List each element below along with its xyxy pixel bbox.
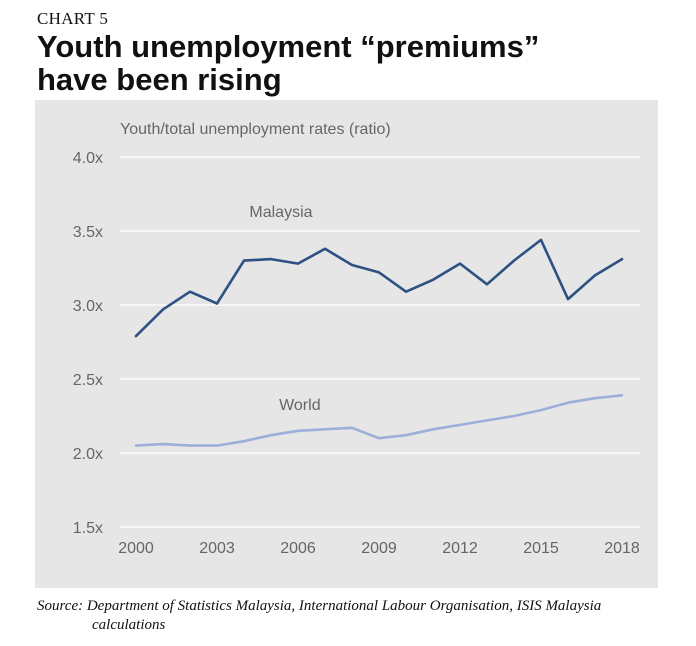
series-line-malaysia	[134, 238, 624, 338]
source-line-1: Source: Department of Statistics Malaysi…	[37, 598, 602, 614]
chart-panel: 1.5x 2.0x 2.5x 3.0x 3.5x 4.0x 2000 2003 2006 2009…	[35, 100, 658, 588]
x-tick-label: 2006	[280, 540, 316, 557]
y-tick-label: 4.0x	[73, 150, 103, 167]
y-tick-label: 3.0x	[73, 298, 103, 315]
chart-number-label: CHART 5	[37, 9, 109, 28]
series-label-world: World	[279, 397, 321, 414]
chart-title-line-1: Youth unemployment “premiums”	[37, 29, 540, 64]
x-tick-label: 2000	[118, 540, 154, 557]
x-tick-label: 2012	[442, 540, 478, 557]
y-tick-label: 3.5x	[73, 224, 103, 241]
series-line-world	[134, 393, 624, 447]
y-tick-label: 2.5x	[73, 372, 103, 389]
chart-title-line-2: have been rising	[37, 62, 282, 97]
source-note: Source: Department of Statistics Malaysi…	[37, 597, 687, 635]
series-label-malaysia: Malaysia	[249, 204, 312, 221]
source-line-2: calculations	[92, 617, 166, 633]
x-tick-label: 2018	[604, 540, 640, 557]
x-tick-label: 2009	[361, 540, 397, 557]
x-tick-label: 2003	[199, 540, 235, 557]
line-chart: 1.5x 2.0x 2.5x 3.0x 3.5x 4.0x 2000 2003 2006 2009…	[73, 121, 640, 557]
y-tick-label: 1.5x	[73, 520, 103, 537]
y-axis-label: Youth/total unemployment rates (ratio)	[120, 121, 391, 138]
chart-title: Youth unemployment “premiums” have been …	[37, 30, 677, 96]
x-tick-label: 2015	[523, 540, 559, 557]
y-tick-label: 2.0x	[73, 446, 103, 463]
